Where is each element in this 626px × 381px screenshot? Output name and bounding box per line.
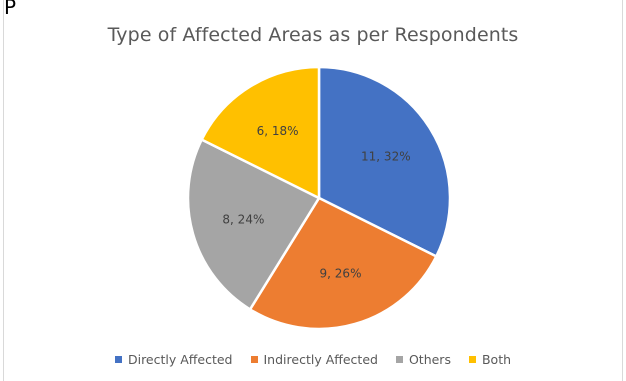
data-label-directly-affected: 11, 32% [361,150,411,164]
legend-swatch-both [468,356,476,363]
legend-swatch-directly-affected [114,356,122,363]
legend-label-indirectly-affected: Indirectly Affected [263,352,378,367]
legend-item-both: Both [468,352,512,367]
data-label-both: 6, 18% [257,124,299,138]
pie-slice-directly-affected [317,65,452,258]
legend-item-indirectly-affected: Indirectly Affected [250,352,378,367]
legend-swatch-indirectly-affected [250,356,258,363]
legend-label-directly-affected: Directly Affected [127,352,233,367]
data-label-indirectly-affected: 9, 26% [320,267,362,281]
legend-label-others: Others [408,352,451,367]
legend-item-others: Others [395,352,451,367]
chart-title: Type of Affected Areas as per Respondent… [107,24,519,46]
pie-slice-indirectly-affected [248,196,438,331]
legend-item-directly-affected: Directly Affected [114,352,233,367]
top-mark: P [4,0,17,14]
legend: Directly Affected Indirectly Affected Ot… [0,352,626,367]
data-label-others: 8, 24% [222,213,264,227]
pie-slice-both [200,65,321,200]
legend-label-both: Both [481,352,512,367]
legend-swatch-others [395,356,403,363]
